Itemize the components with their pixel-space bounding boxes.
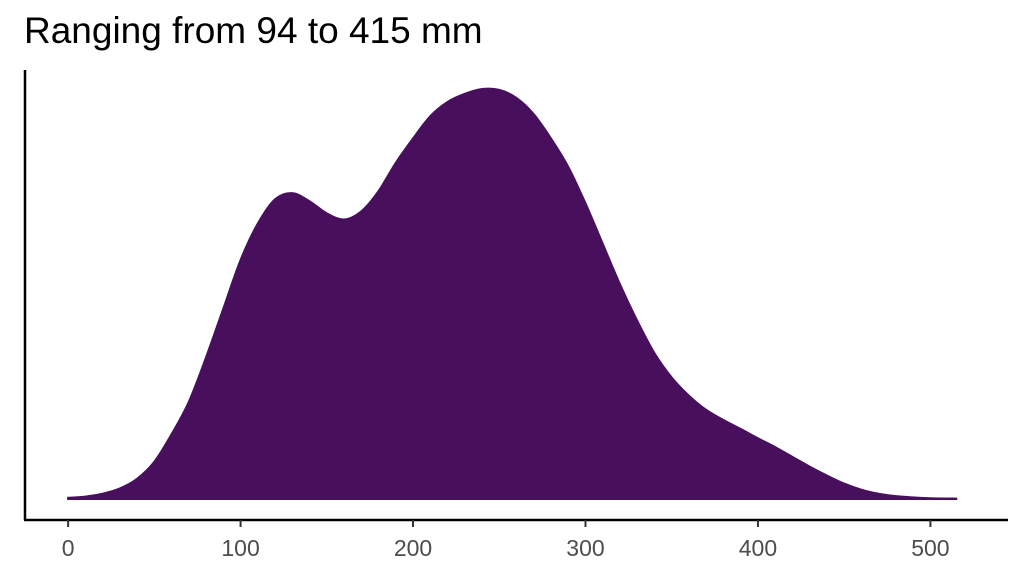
x-tick-label: 300 [566, 535, 604, 561]
density-area-layer [67, 87, 958, 500]
chart-title: Ranging from 94 to 415 mm [24, 10, 483, 51]
density-area [67, 87, 958, 500]
x-axis-ticks: 0 100 200 300 400 500 [62, 520, 950, 561]
x-tick-label: 500 [911, 535, 949, 561]
x-tick-label: 0 [62, 535, 75, 561]
x-tick-label: 200 [394, 535, 432, 561]
x-tick-label: 400 [739, 535, 777, 561]
x-tick-label: 100 [221, 535, 259, 561]
